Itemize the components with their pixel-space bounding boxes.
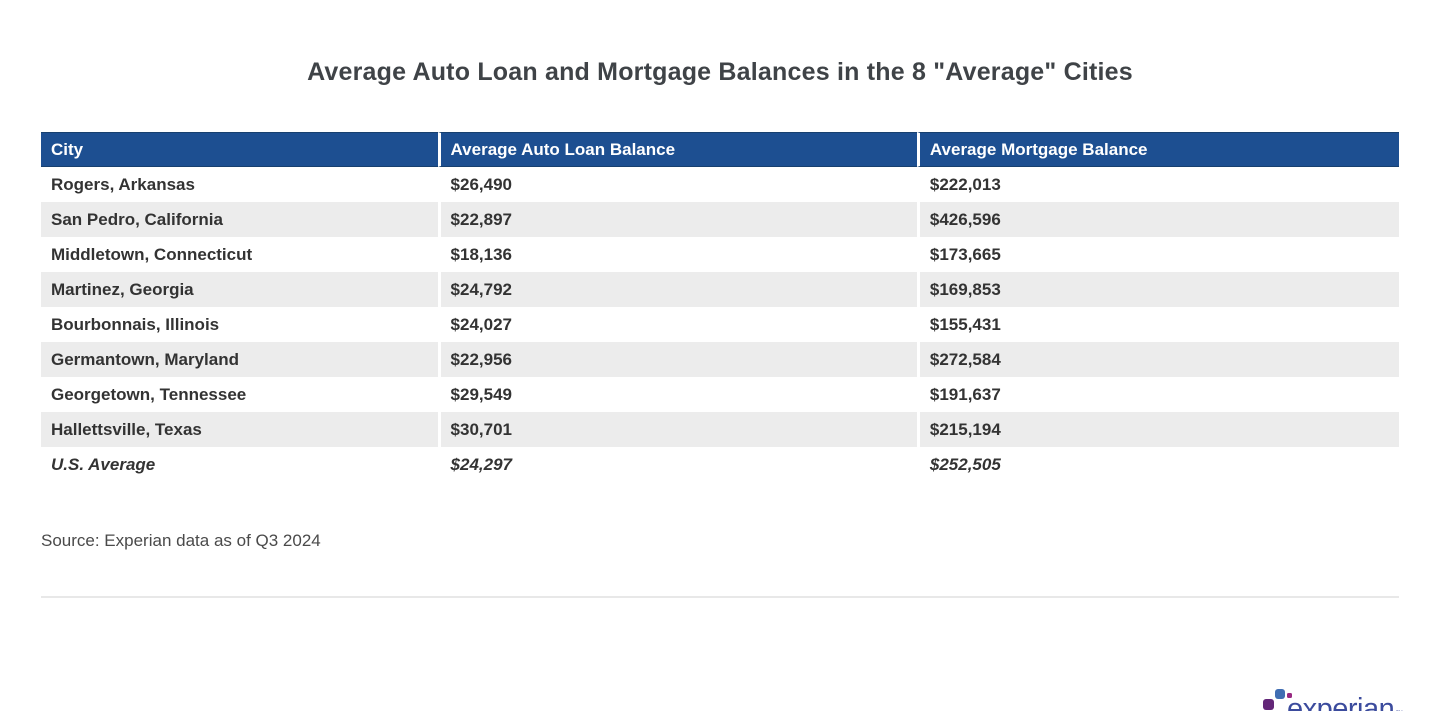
city-cell: U.S. Average [41,447,438,482]
column-header-city: City [41,132,438,167]
column-header-auto-loan: Average Auto Loan Balance [437,132,917,167]
table-row: Middletown, Connecticut $18,136 $173,665 [41,237,1399,272]
city-cell: San Pedro, California [41,202,438,237]
city-cell: Hallettsville, Texas [41,412,438,447]
auto-loan-cell: $30,701 [437,412,917,447]
city-cell: Martinez, Georgia [41,272,438,307]
experian-wordmark: experian™ [1287,693,1403,711]
table-row: San Pedro, California $22,897 $426,596 [41,202,1399,237]
column-header-mortgage: Average Mortgage Balance [916,132,1399,167]
balances-table-container: City Average Auto Loan Balance Average M… [41,132,1399,482]
logo-dot-blue-icon [1275,689,1285,699]
mortgage-cell: $155,431 [916,307,1399,342]
mortgage-cell: $252,505 [916,447,1399,482]
auto-loan-cell: $24,792 [437,272,917,307]
table-row: Martinez, Georgia $24,792 $169,853 [41,272,1399,307]
auto-loan-cell: $22,956 [437,342,917,377]
mortgage-cell: $426,596 [916,202,1399,237]
auto-loan-cell: $22,897 [437,202,917,237]
balances-table: City Average Auto Loan Balance Average M… [41,132,1399,482]
auto-loan-cell: $24,027 [437,307,917,342]
auto-loan-cell: $24,297 [437,447,917,482]
city-cell: Bourbonnais, Illinois [41,307,438,342]
auto-loan-cell: $26,490 [437,167,917,202]
mortgage-cell: $173,665 [916,237,1399,272]
table-row: Georgetown, Tennessee $29,549 $191,637 [41,377,1399,412]
city-cell: Rogers, Arkansas [41,167,438,202]
auto-loan-cell: $29,549 [437,377,917,412]
table-row: Hallettsville, Texas $30,701 $215,194 [41,412,1399,447]
trademark-symbol: ™ [1395,709,1403,711]
logo-dot-purple-icon [1263,699,1274,710]
table-header-row: City Average Auto Loan Balance Average M… [41,132,1399,167]
divider-line [41,596,1399,598]
page-title: Average Auto Loan and Mortgage Balances … [307,58,1133,86]
mortgage-cell: $169,853 [916,272,1399,307]
table-row-us-average: U.S. Average $24,297 $252,505 [41,447,1399,482]
logo-dot-magenta-tiny-icon [1287,693,1292,698]
mortgage-cell: $222,013 [916,167,1399,202]
table-row: Germantown, Maryland $22,956 $272,584 [41,342,1399,377]
city-cell: Germantown, Maryland [41,342,438,377]
auto-loan-cell: $18,136 [437,237,917,272]
mortgage-cell: $272,584 [916,342,1399,377]
source-note: Source: Experian data as of Q3 2024 [41,531,321,550]
city-cell: Middletown, Connecticut [41,237,438,272]
table-row: Bourbonnais, Illinois $24,027 $155,431 [41,307,1399,342]
table-row: Rogers, Arkansas $26,490 $222,013 [41,167,1399,202]
mortgage-cell: $191,637 [916,377,1399,412]
mortgage-cell: $215,194 [916,412,1399,447]
experian-logo: experian™ [1263,686,1413,711]
city-cell: Georgetown, Tennessee [41,377,438,412]
